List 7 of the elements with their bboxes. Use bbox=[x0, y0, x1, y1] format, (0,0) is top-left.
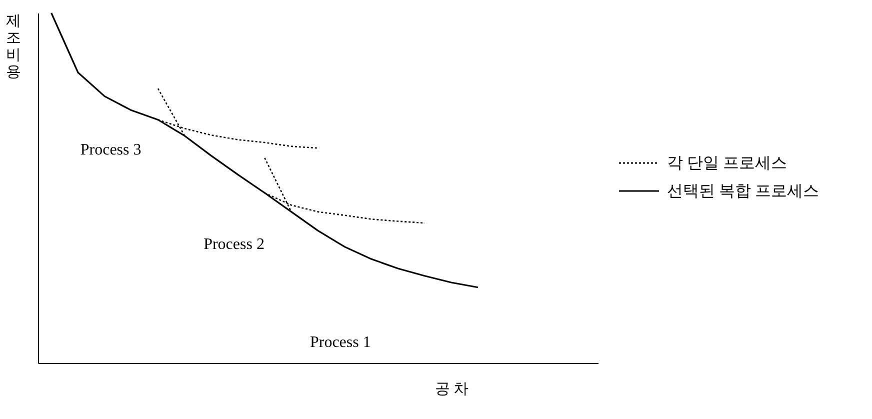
annotation: Process 1 bbox=[310, 334, 371, 351]
x-axis-title: 공 차 bbox=[434, 382, 468, 398]
y-axis-title: 제조비용 bbox=[6, 14, 21, 80]
legend-label: 선택된 복합 프로세스 bbox=[667, 183, 819, 200]
legend-label: 각 단일 프로세스 bbox=[667, 155, 787, 172]
annotation: Process 2 bbox=[204, 236, 264, 253]
annotation: Process 3 bbox=[80, 142, 142, 158]
